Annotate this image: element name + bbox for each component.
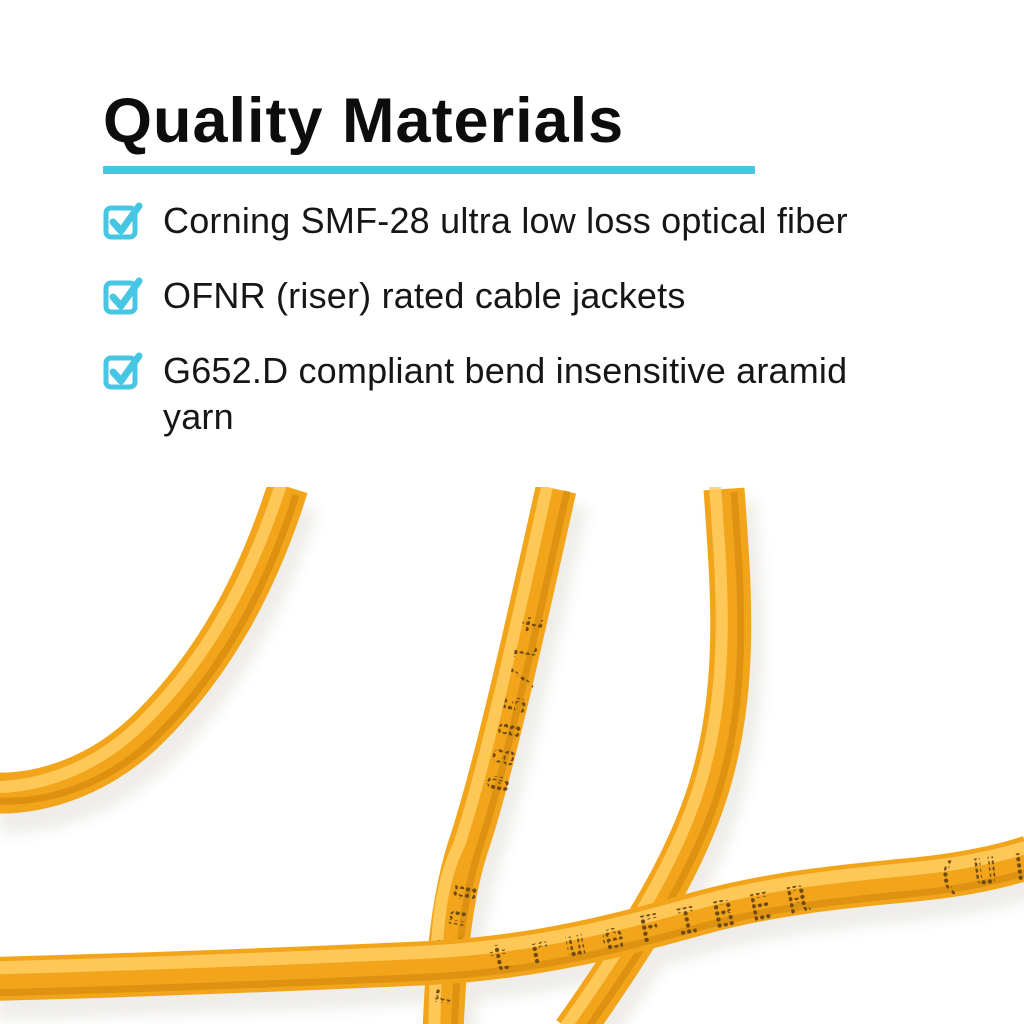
cable-left: [0, 479, 308, 814]
cable-photo: 0885/lt rning trueFIBER (UL: [0, 479, 1024, 1024]
list-item: G652.D compliant bend insensitive aramid…: [103, 348, 933, 440]
checkbox-checked-icon: [103, 199, 143, 243]
title-underline-bar: [103, 165, 755, 174]
checkbox-checked-icon: [103, 274, 143, 318]
page-title: Quality Materials: [103, 86, 625, 156]
list-item: OFNR (riser) rated cable jackets: [103, 273, 933, 319]
feature-text: G652.D compliant bend insensitive aramid…: [163, 349, 848, 437]
feature-panel: Quality Materials Corning SMF-28 ultra l…: [103, 86, 933, 469]
list-item: Corning SMF-28 ultra low loss optical fi…: [103, 198, 933, 244]
feature-text: Corning SMF-28 ultra low loss optical fi…: [163, 199, 848, 241]
feature-text: OFNR (riser) rated cable jackets: [163, 274, 686, 316]
checkbox-checked-icon: [103, 349, 143, 393]
feature-list: Corning SMF-28 ultra low loss optical fi…: [103, 198, 933, 440]
